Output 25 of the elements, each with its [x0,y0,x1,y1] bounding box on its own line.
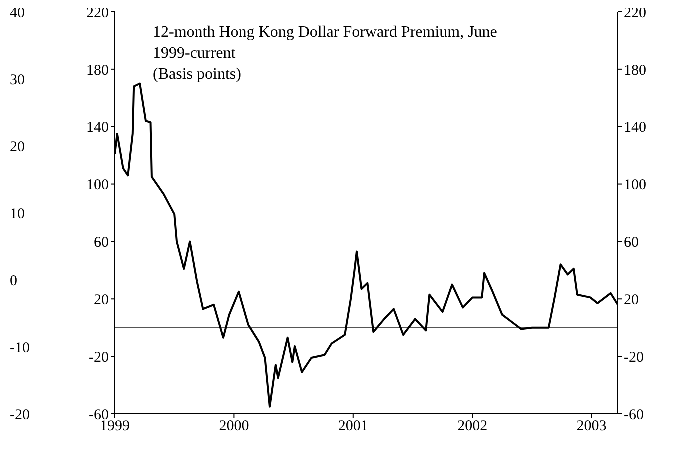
x-tick-label: 2003 [576,418,607,435]
x-tick-label: 2000 [219,418,250,435]
y3-tick-label: -10 [10,340,30,356]
y-tick-label: 20 [94,292,109,308]
y2-tick-label: 60 [624,235,639,252]
y2-tick-label: -60 [624,407,644,424]
y3-tick-label: 0 [10,273,18,290]
text: (Basis points) [153,65,242,85]
x-tick-label: 2001 [338,418,368,435]
y3-tick-label: -20 [10,407,30,424]
y-tick-label: -20 [89,350,109,366]
x-tick-label: 2002 [458,418,488,435]
y-tick-label: 100 [86,178,109,194]
y2-tick-label: 100 [624,178,646,194]
y2-tick-label: 20 [624,292,639,308]
y3-tick-label: 10 [10,206,25,222]
y2-tick-label: 180 [624,62,646,79]
y3-tick-label: 30 [10,72,25,88]
y-tick-label: 180 [86,62,109,79]
y-tick-label: 60 [94,235,109,252]
y-tick-label: 140 [86,120,109,136]
text: 12-month Hong Kong Dollar Forward Premium, June 1999-current [153,23,498,64]
y2-tick-label: 140 [624,120,646,136]
y2-tick-label: -20 [624,350,644,366]
y3-tick-label: 20 [10,139,25,156]
